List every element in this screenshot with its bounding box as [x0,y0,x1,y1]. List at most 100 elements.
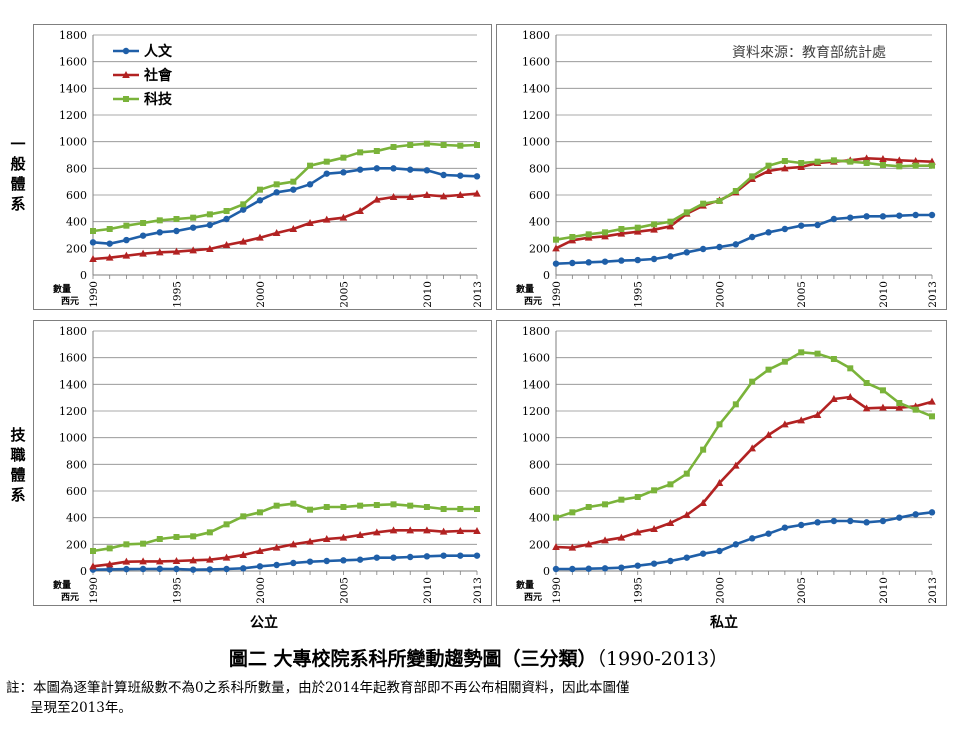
data-point [423,191,431,198]
y-tick-label: 1200 [59,109,87,122]
data-point [306,181,314,188]
data-point [373,148,380,154]
y-tick-label: 0 [543,565,550,578]
data-point [602,501,609,508]
data-point [699,550,707,557]
data-point [830,395,838,402]
data-point [256,197,264,204]
data-point [474,142,480,148]
data-point [340,154,347,161]
data-point [601,565,609,572]
x-tick-label: 2005 [338,281,350,308]
data-point [407,142,414,148]
data-point [289,540,298,548]
data-point [340,504,347,510]
y-unit-label: 數量 [53,283,71,295]
footnote-line-1: 註：本圖為逐筆計算班級數不為0之系科所數量，由於2014年起教育部即不再公布相關… [6,680,630,696]
data-point [223,521,230,528]
data-point [847,158,854,165]
data-point [240,565,247,572]
data-point [123,236,130,244]
data-point [189,224,197,231]
data-point [105,560,114,568]
y-unit-label: 數量 [516,579,534,591]
x-tick-label: 1995 [171,577,183,604]
data-point [389,526,398,534]
data-point [602,229,609,236]
data-point [732,188,739,194]
data-point [797,163,806,170]
y-tick-label: 200 [66,242,87,255]
data-point [357,502,364,509]
data-point [373,502,380,508]
data-point [222,553,231,561]
y-tick-label: 200 [66,538,87,551]
data-point [290,559,297,567]
data-point [289,225,298,232]
y-tick-label: 1600 [522,352,550,365]
series-人文 [89,165,481,247]
data-point [440,142,447,148]
data-point [896,400,903,406]
data-point [190,533,197,540]
data-point [322,215,331,223]
x-tick-label: 2013 [472,577,484,604]
data-point [173,227,180,235]
data-point [306,219,314,226]
data-point [651,487,658,494]
x-tick-label: 2005 [338,577,350,604]
chart-vocational-public: 0 200 400 600 800 1000 1200 1400 1600 1800 1990 199… [53,325,484,604]
data-point [912,162,919,169]
data-point [601,232,609,240]
data-point [407,502,414,509]
legend-label: 科技 [144,91,173,108]
panel-general-public [33,24,492,310]
data-point [895,156,904,164]
data-point [569,509,576,516]
data-point [106,226,113,232]
y-tick-label: 1800 [522,325,550,338]
data-point [356,531,364,538]
data-point [585,565,592,572]
data-point [290,178,297,185]
data-point [473,173,481,180]
data-point [830,356,837,362]
data-point [457,552,464,559]
data-point [206,555,214,563]
data-point [911,157,920,164]
column-label-private: 私立 [710,615,738,631]
y-tick-label: 200 [529,242,550,255]
data-point [650,255,658,263]
data-point [585,504,592,510]
data-point [813,411,822,418]
data-point [423,167,431,174]
data-point [862,154,871,162]
data-point [700,200,707,207]
data-point [601,258,609,265]
x-tick-label: 1995 [633,281,645,308]
data-point [847,365,854,372]
y-tick-label: 400 [529,216,550,229]
data-point [781,225,789,233]
data-point [140,540,147,547]
y-tick-label: 800 [66,458,87,471]
data-point [206,221,214,229]
data-point [618,257,625,264]
data-point [667,253,674,260]
data-point [256,186,263,193]
series-人文 [552,509,936,573]
y-unit-label: 數量 [53,579,71,591]
data-point [830,157,837,164]
data-point [863,160,870,166]
data-point [340,169,347,176]
data-point [634,256,641,264]
data-point [667,481,674,488]
data-point [356,556,364,563]
data-point [732,461,740,469]
data-point [306,537,314,545]
data-point [239,551,248,558]
series-社會 [89,526,481,570]
data-point [814,350,821,357]
y-tick-label: 0 [80,565,87,578]
